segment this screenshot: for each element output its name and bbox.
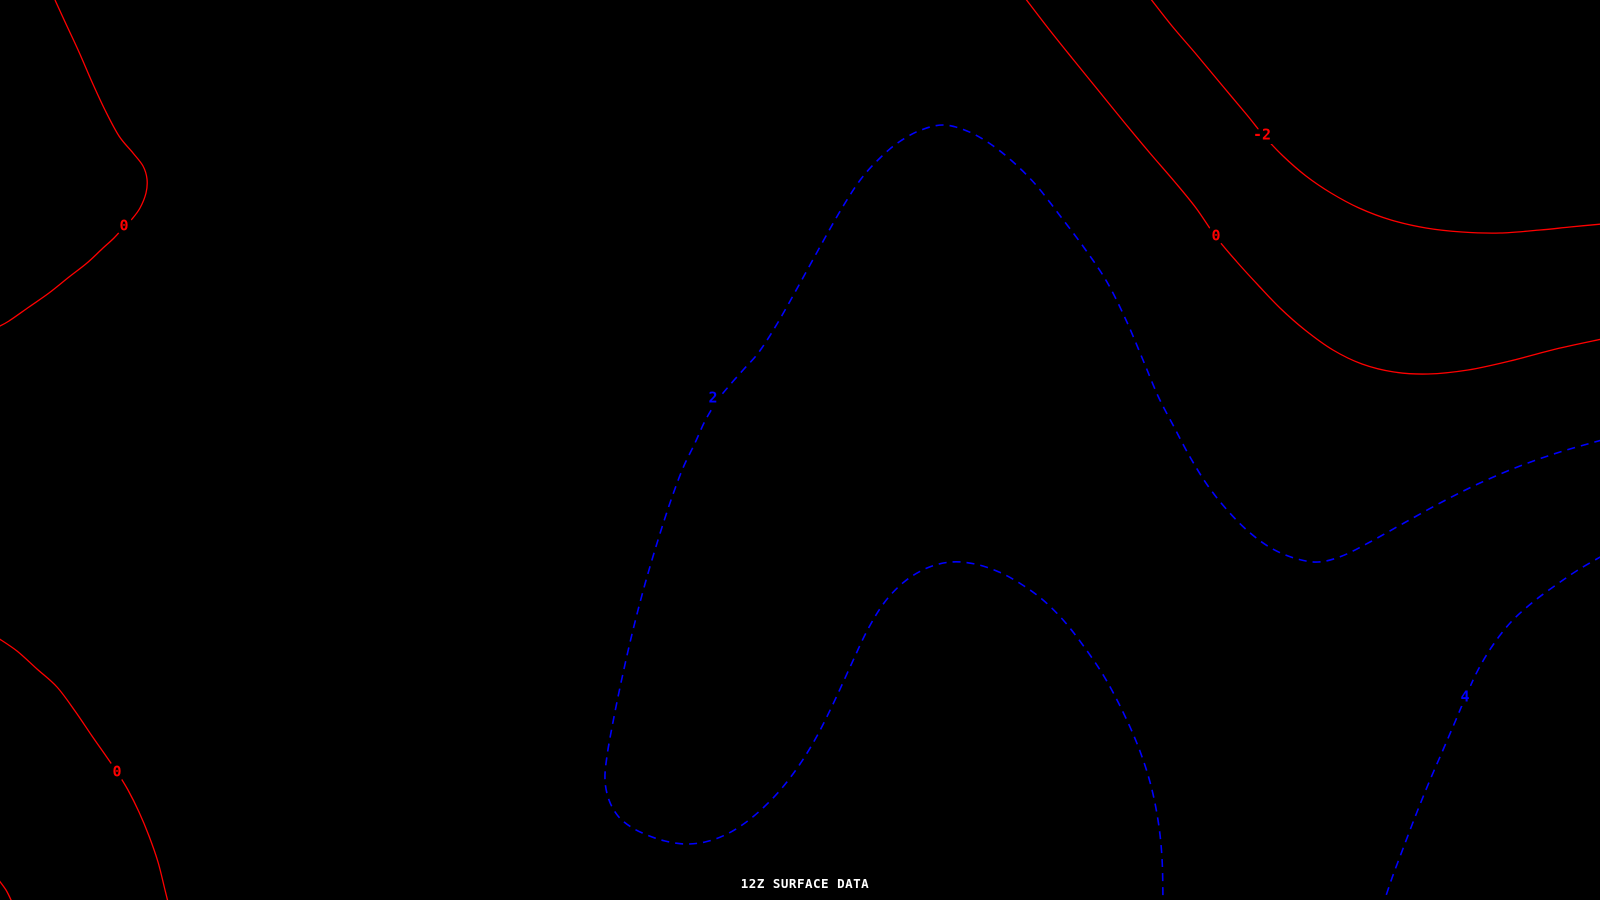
contour-line-level-0 xyxy=(0,880,12,900)
contour-label-2: 2 xyxy=(708,389,717,407)
contour-labels-group: 0 0 0 -2 2 4 xyxy=(108,121,1474,785)
contour-line-level--2 xyxy=(1150,0,1600,234)
contour-label-4: 4 xyxy=(1460,688,1469,706)
contour-label-0: 0 xyxy=(119,217,128,235)
contour-label-0: 0 xyxy=(112,763,121,781)
contour-line-level-0 xyxy=(0,0,148,327)
contour-label--2: -2 xyxy=(1253,126,1271,144)
contour-line-level-4 xyxy=(1383,556,1600,900)
plot-title: 12Z SURFACE DATA xyxy=(741,876,869,891)
contour-label-0: 0 xyxy=(1211,227,1220,245)
contour-line-level-0 xyxy=(0,638,169,900)
contour-line-level-0 xyxy=(1025,0,1600,375)
